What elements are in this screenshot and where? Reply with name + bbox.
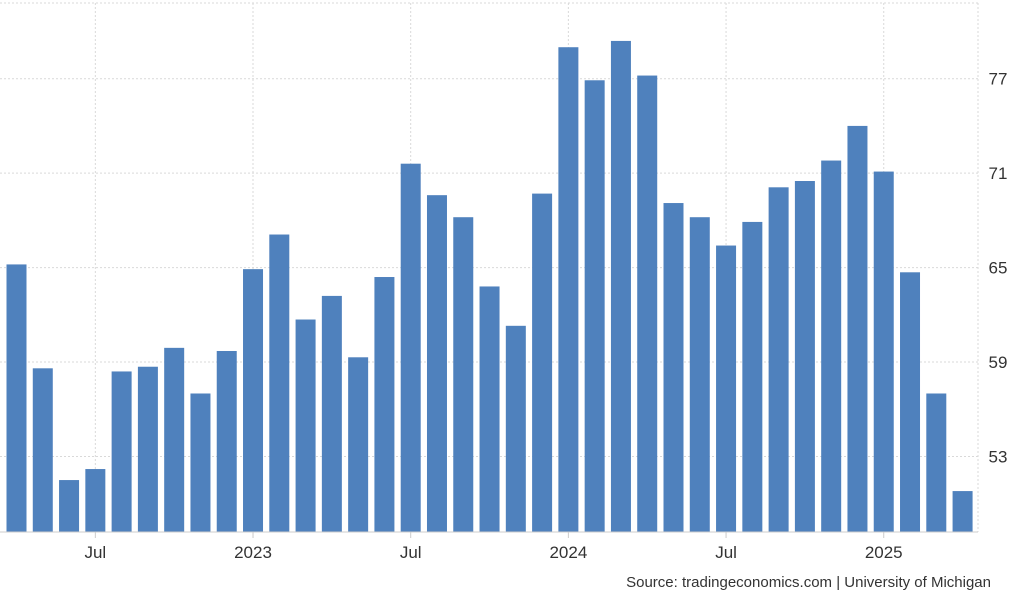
y-tick-label: 71 (989, 164, 1008, 183)
bar (59, 480, 80, 532)
bar (111, 371, 132, 532)
bar (164, 347, 185, 532)
bar (637, 75, 658, 532)
x-tick-label: 2024 (549, 543, 587, 562)
y-tick-label: 59 (989, 353, 1008, 372)
x-tick-label: Jul (715, 543, 737, 562)
bar (453, 217, 474, 533)
bar (137, 366, 158, 532)
bar (689, 217, 710, 533)
y-tick-label: 53 (989, 447, 1008, 466)
bar (873, 171, 894, 532)
x-axis-ticks: Jul 2023 Jul 2024 Jul 2025 (84, 532, 903, 562)
bar (243, 269, 264, 532)
bar (32, 368, 53, 532)
bars (6, 40, 973, 533)
bar (663, 203, 684, 532)
bar (558, 47, 579, 532)
bar (794, 181, 815, 532)
bar (532, 193, 553, 532)
bar (900, 272, 921, 532)
bar (400, 163, 421, 532)
bar (348, 357, 369, 532)
y-axis-ticks: 53 59 65 71 77 (989, 70, 1008, 467)
bar (742, 221, 763, 532)
source-note: Source: tradingeconomics.com | Universit… (626, 574, 991, 591)
x-tick-label: 2025 (865, 543, 903, 562)
y-tick-label: 77 (989, 70, 1008, 89)
bar (716, 245, 737, 533)
bar (584, 80, 605, 532)
bar (821, 160, 842, 532)
bar (85, 469, 106, 532)
bar (505, 325, 526, 532)
bar (610, 40, 631, 533)
bar (269, 234, 290, 533)
x-tick-label: 2023 (234, 543, 272, 562)
bar (479, 286, 500, 532)
bar (6, 264, 27, 532)
bar (216, 350, 237, 532)
bar (768, 187, 789, 533)
bar (321, 295, 342, 532)
bar (426, 195, 447, 532)
bar (952, 491, 973, 532)
bar (926, 393, 947, 532)
bar (295, 319, 316, 532)
bar (374, 277, 395, 532)
y-tick-label: 65 (989, 259, 1008, 278)
bar (847, 125, 868, 532)
x-tick-label: Jul (400, 543, 422, 562)
x-tick-label: Jul (84, 543, 106, 562)
bar (190, 393, 211, 532)
